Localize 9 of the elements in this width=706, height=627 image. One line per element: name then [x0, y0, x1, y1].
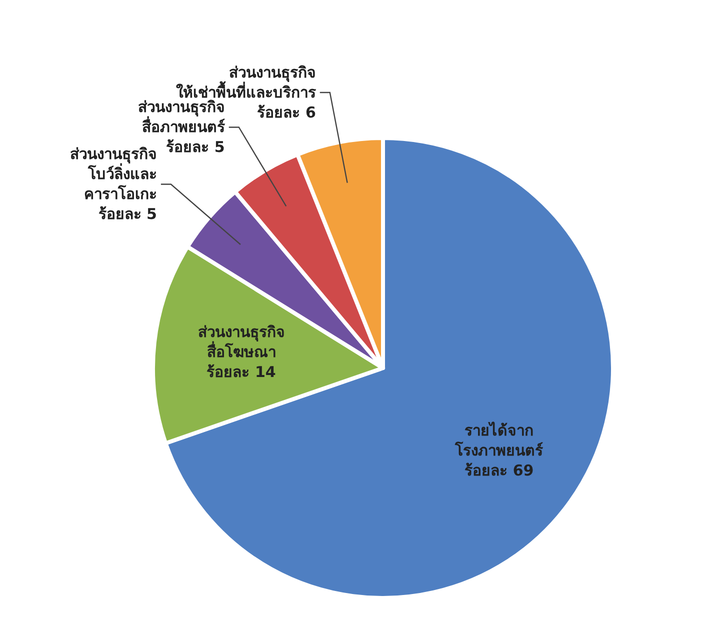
- data-label: ร้อยละ 5: [98, 205, 157, 224]
- slice-label: ส่วนงานธุรกิจ สื่อภาพยนตร์: [138, 98, 226, 136]
- data-label: ร้อยละ 69: [464, 462, 534, 480]
- slice-label: ส่วนงานธุรกิจ โบว์ลิ่งและ คาราโอเกะ: [70, 145, 157, 204]
- data-label: ร้อยละ 5: [166, 138, 225, 156]
- data-label: ร้อยละ 14: [206, 363, 276, 382]
- data-label: ร้อยละ 6: [257, 103, 316, 122]
- slice-label: รายได้จาก โรงภาพยนตร์: [454, 420, 544, 460]
- slice-label: ส่วนงานธุรกิจ สื่อโฆษณา: [198, 323, 285, 362]
